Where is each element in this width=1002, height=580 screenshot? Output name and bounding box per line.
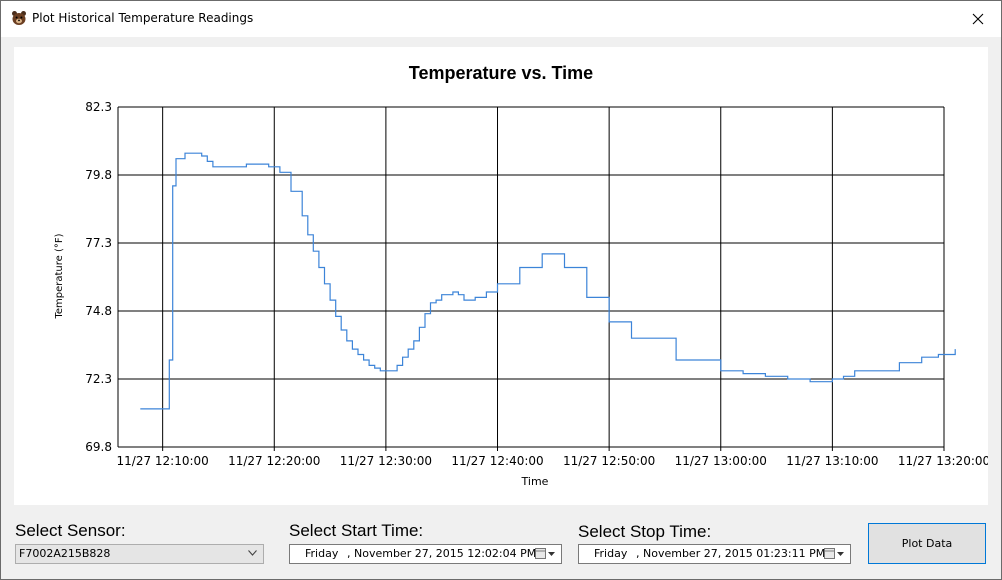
y-tick-label: 79.8 [85,168,112,182]
stop-day: Friday [594,547,628,560]
calendar-dropdown-icon[interactable] [824,548,846,560]
x-tick-label: 11/27 13:10:00 [786,454,878,468]
close-icon [972,13,984,25]
x-tick-label: 11/27 12:40:00 [451,454,543,468]
y-axis-label: Temperature (°F) [54,233,65,319]
temperature-chart: Temperature vs. Time Temperature (°F) Ti… [54,63,988,488]
window-title: Plot Historical Temperature Readings [32,11,254,25]
calendar-dropdown-icon[interactable] [535,548,557,560]
select-stop-time-label: Select Stop Time: [578,522,712,541]
x-tick-label: 11/27 12:20:00 [228,454,320,468]
y-tick-label: 72.3 [85,372,112,386]
temperature-series-line [140,152,956,410]
select-start-time-label: Select Start Time: [289,521,424,540]
x-tick-label: 11/27 12:10:00 [117,454,209,468]
y-tick-label: 74.8 [85,304,112,318]
x-tick-label: 11/27 13:00:00 [675,454,767,468]
chart-panel: Temperature vs. Time Temperature (°F) Ti… [14,47,988,505]
start-day: Friday [305,547,339,560]
y-tick-label: 77.3 [85,236,112,250]
select-sensor-label: Select Sensor: [15,521,126,540]
plot-data-label: Plot Data [901,537,953,550]
x-axis-label: Time [521,475,549,488]
sensor-value: F7002A215B828 [19,547,111,560]
chart-title: Temperature vs. Time [409,63,593,83]
title-bar: Plot Historical Temperature Readings [1,1,1001,37]
x-tick-label: 11/27 12:50:00 [563,454,655,468]
plot-data-button[interactable]: Plot Data [868,523,986,564]
close-button[interactable] [955,1,1001,37]
sensor-dropdown[interactable]: F7002A215B828 [15,544,264,564]
x-tick-label: 11/27 13:20:00 [898,454,988,468]
start-time-picker[interactable]: Friday , November 27, 2015 12:02:04 PM [289,544,562,564]
x-tick-label: 11/27 12:30:00 [340,454,432,468]
stop-date-time: , November 27, 2015 01:23:11 PM [636,547,826,560]
y-tick-label: 82.3 [85,100,112,114]
chevron-down-icon [248,550,257,556]
start-date-time: , November 27, 2015 12:02:04 PM [347,547,537,560]
stop-time-picker[interactable]: Friday , November 27, 2015 01:23:11 PM [578,544,851,564]
app-icon [12,11,26,25]
y-tick-label: 69.8 [85,440,112,454]
